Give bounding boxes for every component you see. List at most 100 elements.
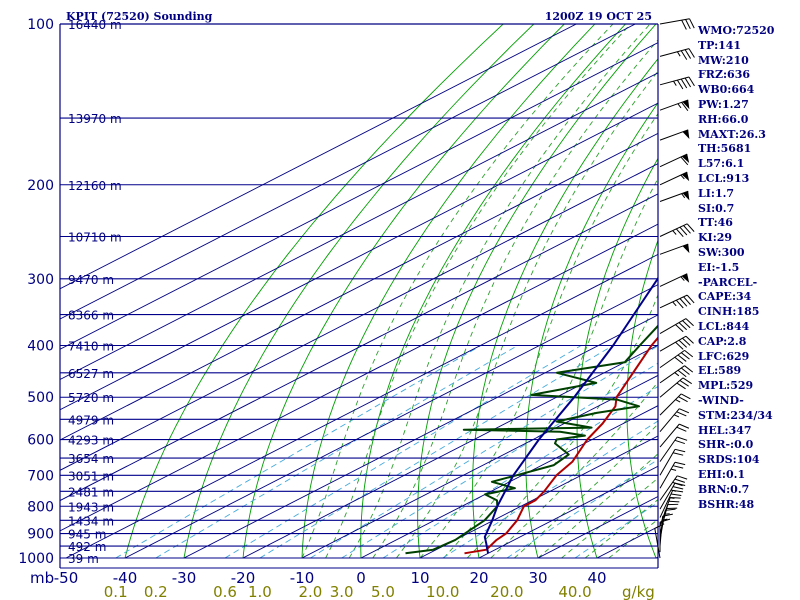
- index-line: SW:300: [698, 245, 745, 259]
- temperature-tick-label: 20: [469, 569, 488, 587]
- pressure-tick-label: 1000: [18, 551, 54, 567]
- index-line: SI:0.7: [698, 201, 735, 215]
- height-level-label: 6527 m: [68, 367, 114, 381]
- index-line: KI:29: [698, 231, 733, 245]
- index-line: WB0:664: [698, 83, 755, 97]
- mixing-ratio-tick-label: 1.0: [248, 583, 272, 600]
- wind-barb: [659, 294, 695, 309]
- isotherm-line: [60, 42, 658, 350]
- pressure-tick-label: 500: [27, 390, 54, 406]
- wind-barb: [659, 129, 690, 141]
- isotherm-line: [60, 132, 658, 441]
- height-level-label: 2481 m: [68, 485, 114, 499]
- index-line: TT:46: [698, 216, 733, 230]
- isotherm-line: [301, 374, 658, 558]
- wind-barb: [659, 243, 690, 255]
- index-line: EL:589: [698, 364, 742, 378]
- pressure-tick-label: 100: [27, 17, 54, 33]
- wind-barb: [659, 76, 695, 90]
- isotherm-line: [242, 344, 658, 558]
- wind-barb: [659, 171, 690, 186]
- isotherm-line: [124, 284, 658, 558]
- mixing-ratio-tick-label: 5.0: [371, 583, 395, 600]
- temperature-tick-label: 10: [410, 569, 429, 587]
- temperature-tick-label: -10: [290, 569, 315, 587]
- isotherm-line: [478, 465, 658, 558]
- mixing-ratio-tick-label: 2.0: [298, 583, 322, 600]
- pressure-tick-label: 400: [27, 339, 54, 355]
- temperature-tick-label: 40: [587, 569, 606, 587]
- mixing-ratio-tick-label: 3.0: [330, 583, 354, 600]
- index-line: CAP:2.8: [698, 334, 747, 348]
- index-line: EI:-1.5: [698, 260, 740, 274]
- wind-barb: [659, 335, 694, 352]
- station-title: KPIT (72520) Sounding: [66, 10, 213, 23]
- height-level-label: 3051 m: [68, 469, 114, 483]
- pressure-tick-label: 600: [27, 433, 54, 449]
- isotherm-line: [60, 24, 636, 320]
- pressure-tick-label: 700: [27, 468, 54, 484]
- isotherm-line: [60, 223, 658, 532]
- temperature-tick-label: -40: [113, 569, 138, 587]
- index-line: LCL:913: [698, 171, 750, 185]
- temperature-tick-label: 0: [356, 569, 366, 587]
- pressure-tick-label: 900: [27, 527, 54, 543]
- index-line: MW:210: [698, 53, 749, 67]
- wind-barb: [659, 436, 688, 462]
- temperature-tick-label: -50: [54, 569, 79, 587]
- index-line: TP:141: [698, 38, 742, 52]
- index-line: SHR-:0.0: [698, 438, 754, 452]
- height-level-label: 492 m: [68, 540, 106, 554]
- wind-barb: [659, 349, 694, 369]
- index-line: WMO:72520: [698, 24, 775, 37]
- mixing-ratio-tick-label: 10.0: [426, 583, 459, 600]
- wind-barb: [659, 18, 695, 30]
- profile-lines: [405, 276, 658, 555]
- temperature-axis-labels: -50 -40 -30 -20 -10 0 10 20 30 40: [54, 569, 607, 587]
- isotherm-line: [360, 405, 658, 558]
- mixing-ratio-tick-label: 40.0: [558, 583, 591, 600]
- wind-barb: [659, 393, 691, 416]
- height-level-label: 10710 m: [68, 230, 122, 244]
- pressure-tick-label: 300: [27, 272, 54, 288]
- isotherm-line: [183, 314, 658, 558]
- index-line: -WIND-: [698, 393, 744, 407]
- height-level-label: 13970 m: [68, 112, 122, 126]
- index-line: -PARCEL-: [698, 275, 758, 289]
- wind-barb: [659, 223, 695, 238]
- wind-barb: [659, 48, 695, 60]
- wind-barb: [659, 153, 690, 168]
- height-level-label: 9470 m: [68, 273, 114, 287]
- mixing-ratio-tick-label: 0.1: [104, 583, 128, 600]
- parcel-profile-line: [483, 276, 658, 554]
- index-line: LCL:844: [698, 319, 750, 333]
- isotherm-line: [60, 24, 577, 290]
- index-line: BRN:0.7: [698, 482, 750, 496]
- mixing-ratio-axis-labels: 0.1 0.2 0.6 1.0 2.0 3.0 5.0 10.0 20.0 40.0: [104, 583, 592, 600]
- height-level-label: 12160 m: [68, 179, 122, 193]
- pressure-tick-label: 800: [27, 499, 54, 515]
- index-line: MAXT:26.3: [698, 127, 766, 141]
- temperature-profile-line: [464, 336, 658, 555]
- index-line: LI:1.7: [698, 186, 735, 200]
- index-line: PW:1.27: [698, 97, 749, 111]
- wind-barb: [659, 365, 694, 384]
- dewpoint-profile-line: [405, 324, 658, 555]
- index-line: STM:234/34: [698, 408, 773, 422]
- index-line: RH:66.0: [698, 112, 749, 126]
- temperature-tick-label: -20: [231, 569, 256, 587]
- isotherm-line: [60, 193, 658, 502]
- temperature-tick-label: -30: [172, 569, 197, 587]
- index-line: EHI:0.1: [698, 467, 746, 481]
- wind-barb: [659, 461, 686, 489]
- wind-barb: [654, 523, 665, 559]
- index-line: BSHR:48: [698, 497, 755, 511]
- wind-barb: [659, 377, 692, 398]
- index-line: TH:5681: [698, 142, 752, 156]
- wind-barb: [659, 99, 690, 112]
- index-line: MPL:529: [698, 379, 754, 393]
- pressure-unit-label: mb: [30, 569, 54, 587]
- index-line: CAPE:34: [698, 290, 752, 304]
